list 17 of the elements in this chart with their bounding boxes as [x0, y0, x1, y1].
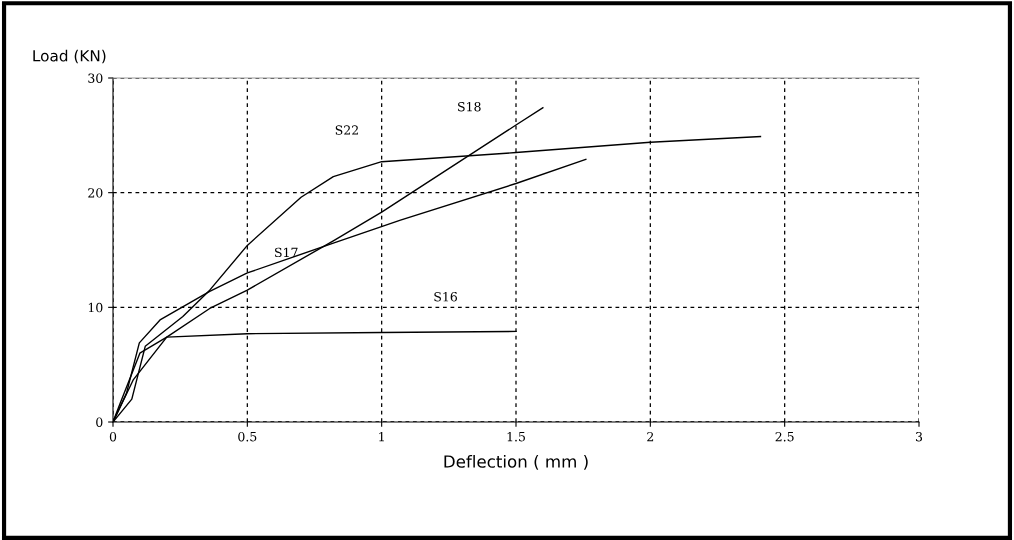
text: S16 — [434, 292, 457, 302]
series-label: S17 — [275, 247, 298, 258]
x-tick-label: 2.5 — [775, 431, 794, 442]
x-tick-label: 2 — [647, 431, 654, 442]
y-tick-label: 10 — [88, 302, 103, 313]
y-tick-label: 0 — [96, 417, 103, 427]
x-tick-label: 1 — [379, 431, 384, 442]
y-tick-label: 20 — [88, 188, 103, 198]
x-tick-label: 0 — [109, 431, 117, 442]
y-tick-label: 30 — [88, 73, 103, 83]
y-axis-title: Load (KN) — [33, 49, 106, 64]
text: S18 — [458, 101, 481, 112]
x-axis-title: Deflection ( mm ) — [444, 454, 588, 470]
x-tick-label: 0.5 — [238, 431, 257, 442]
x-tick-label: 1.5 — [507, 431, 525, 442]
x-tick-label: 3 — [915, 431, 923, 442]
text: S22 — [335, 125, 358, 135]
